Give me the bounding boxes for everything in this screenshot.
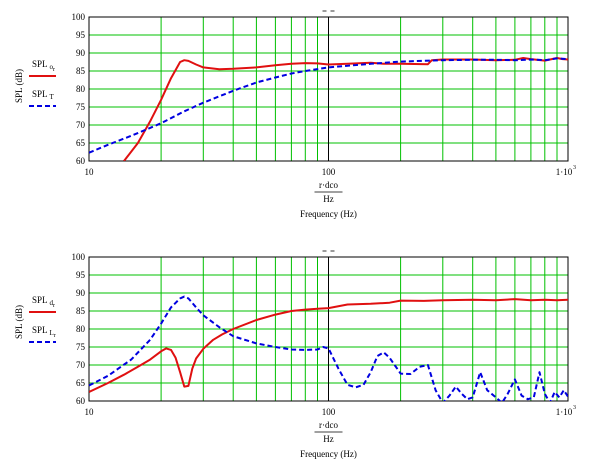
- x-axis-expression: r·dco: [319, 420, 338, 430]
- y-tick-label: 90: [76, 48, 86, 58]
- series-line-dashed: [89, 295, 568, 401]
- y-tick-label: 60: [76, 156, 86, 166]
- y-tick-label: 85: [76, 306, 86, 316]
- x-tick-label: 10: [85, 407, 95, 417]
- x-tick-exponent: 3: [573, 405, 576, 411]
- series-line-dashed: [89, 57, 568, 154]
- legend-label-base: SPL: [32, 295, 48, 305]
- legend-label: SPL dr: [32, 295, 55, 309]
- y-tick-label: 80: [76, 324, 86, 334]
- series-line-solid: [89, 298, 568, 393]
- legend-label-subsub: r: [53, 303, 55, 309]
- series-group: [89, 295, 568, 401]
- x-tick-label: 10: [85, 167, 95, 177]
- chart-bottom: 60 65 70 75 80 85 90 95 100 10 100 1·10 3 r·dco Hz Freq…: [14, 250, 576, 459]
- legend-label-base: SPL: [32, 89, 48, 99]
- plot-frame: [88, 16, 569, 162]
- legend-label-base: SPL: [32, 59, 48, 69]
- y-axis-label: SPL (dB): [14, 69, 24, 103]
- y-tick-label: 100: [72, 12, 86, 22]
- plot-frame: [88, 256, 569, 402]
- legend-label-sub: d: [50, 299, 54, 307]
- y-tick-label: 95: [76, 270, 86, 280]
- x-tick-label: 1·10: [556, 407, 573, 417]
- legend-label-sub: L: [50, 329, 54, 337]
- y-tick-label: 80: [76, 84, 86, 94]
- y-tick-label: 70: [76, 120, 86, 130]
- y-tick-label: 70: [76, 360, 86, 370]
- legend-label-sub: T: [50, 93, 55, 101]
- y-tick-label: 75: [76, 102, 86, 112]
- y-tick-label: 85: [76, 66, 86, 76]
- legend-label: SPL or: [32, 59, 55, 73]
- legend-label-subsub: r: [54, 333, 56, 339]
- y-tick-label: 95: [76, 30, 86, 40]
- legend-label-subsub: r: [53, 67, 55, 73]
- y-tick-label: 75: [76, 342, 86, 352]
- legend-label: SPL Lr: [32, 325, 56, 339]
- y-axis-label: SPL (dB): [14, 305, 24, 339]
- x-axis-expression: r·dco: [319, 180, 338, 190]
- series-line-solid: [123, 57, 568, 161]
- chart-top: 60 65 70 75 80 85 90 95 100 10 100 1·10 3 r·dco Hz Freq…: [14, 10, 576, 219]
- y-tick-label: 90: [76, 288, 86, 298]
- legend-label-base: SPL: [32, 325, 48, 335]
- x-axis-label: Frequency (Hz): [300, 449, 357, 459]
- x-axis-label: Frequency (Hz): [300, 209, 357, 219]
- x-tick-label: 1·10: [556, 167, 573, 177]
- x-tick-exponent: 3: [573, 165, 576, 171]
- x-tick-label: 100: [322, 167, 336, 177]
- y-tick-label: 65: [76, 138, 86, 148]
- x-axis-unit: Hz: [323, 194, 334, 204]
- grid: [89, 257, 568, 401]
- y-tick-label: 60: [76, 396, 86, 406]
- y-tick-label: 65: [76, 378, 86, 388]
- x-axis-unit: Hz: [323, 434, 334, 444]
- y-tick-label: 100: [72, 252, 86, 262]
- x-tick-label: 100: [322, 407, 336, 417]
- legend-label: SPL T: [32, 89, 55, 101]
- legend-label-sub: o: [50, 63, 54, 71]
- series-group: [89, 57, 568, 161]
